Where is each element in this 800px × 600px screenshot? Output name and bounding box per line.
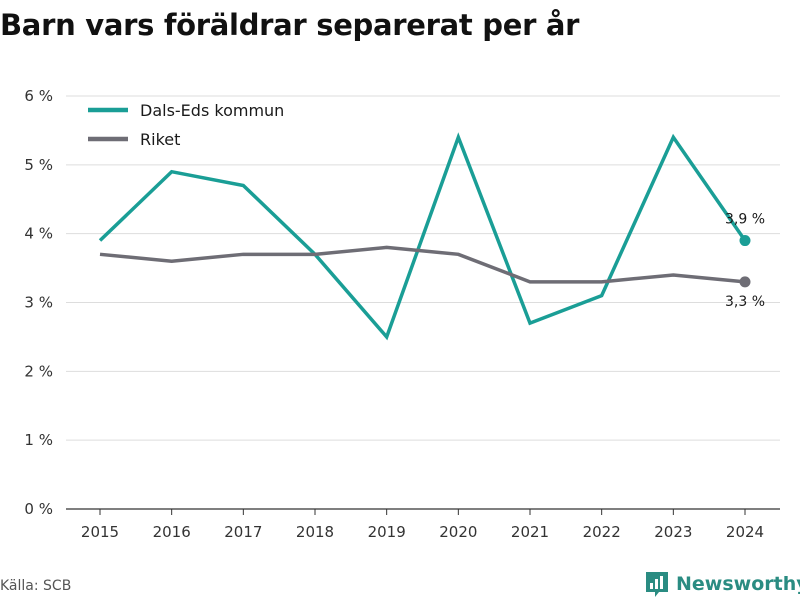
end-marker bbox=[739, 276, 751, 288]
x-tick-label: 2015 bbox=[81, 523, 119, 541]
series-line-dals-ed bbox=[98, 132, 747, 341]
x-axis: 2015 2016 2017 2018 2019 2020 2021 2022 2023 2024 bbox=[81, 509, 764, 541]
grid-lines bbox=[66, 95, 780, 510]
x-tick-label: 2016 bbox=[153, 523, 191, 541]
y-tick-label: 3 % bbox=[24, 294, 53, 312]
y-tick-label: 0 % bbox=[24, 500, 53, 518]
y-axis: 0 % 1 % 2 % 3 % 4 % 5 % 6 % bbox=[24, 87, 53, 518]
end-value-label: 3,3 % bbox=[725, 294, 765, 310]
y-tick-label: 6 % bbox=[24, 87, 53, 105]
x-tick-label: 2020 bbox=[439, 523, 477, 541]
series-lines bbox=[98, 132, 747, 341]
x-tick-label: 2019 bbox=[368, 523, 406, 541]
brand-name: Newsworthy bbox=[676, 573, 800, 595]
y-tick-label: 2 % bbox=[24, 362, 53, 380]
legend-label: Dals-Eds kommun bbox=[140, 101, 284, 120]
y-tick-label: 4 % bbox=[24, 225, 53, 243]
brand-logo: Newsworthy bbox=[644, 570, 800, 598]
x-tick-label: 2024 bbox=[726, 523, 764, 541]
newsworthy-logo-icon bbox=[646, 572, 668, 597]
series-line-riket bbox=[99, 245, 746, 284]
chart-title: Barn vars föräldrar separerat per år bbox=[0, 8, 580, 42]
x-tick-label: 2022 bbox=[583, 523, 621, 541]
end-marker bbox=[739, 235, 751, 247]
legend-label: Riket bbox=[140, 130, 180, 149]
source-note: Källa: SCB bbox=[0, 578, 72, 594]
end-value-label: 3,9 % bbox=[725, 212, 765, 228]
end-labels: 3,9 % 3,3 % bbox=[725, 212, 765, 310]
legend: Dals-Eds kommun Riket bbox=[77, 97, 312, 154]
y-tick-label: 1 % bbox=[24, 431, 53, 449]
x-tick-label: 2017 bbox=[224, 523, 262, 541]
x-tick-label: 2018 bbox=[296, 523, 334, 541]
y-tick-label: 5 % bbox=[24, 156, 53, 174]
x-tick-label: 2021 bbox=[511, 523, 549, 541]
x-tick-label: 2023 bbox=[654, 523, 692, 541]
